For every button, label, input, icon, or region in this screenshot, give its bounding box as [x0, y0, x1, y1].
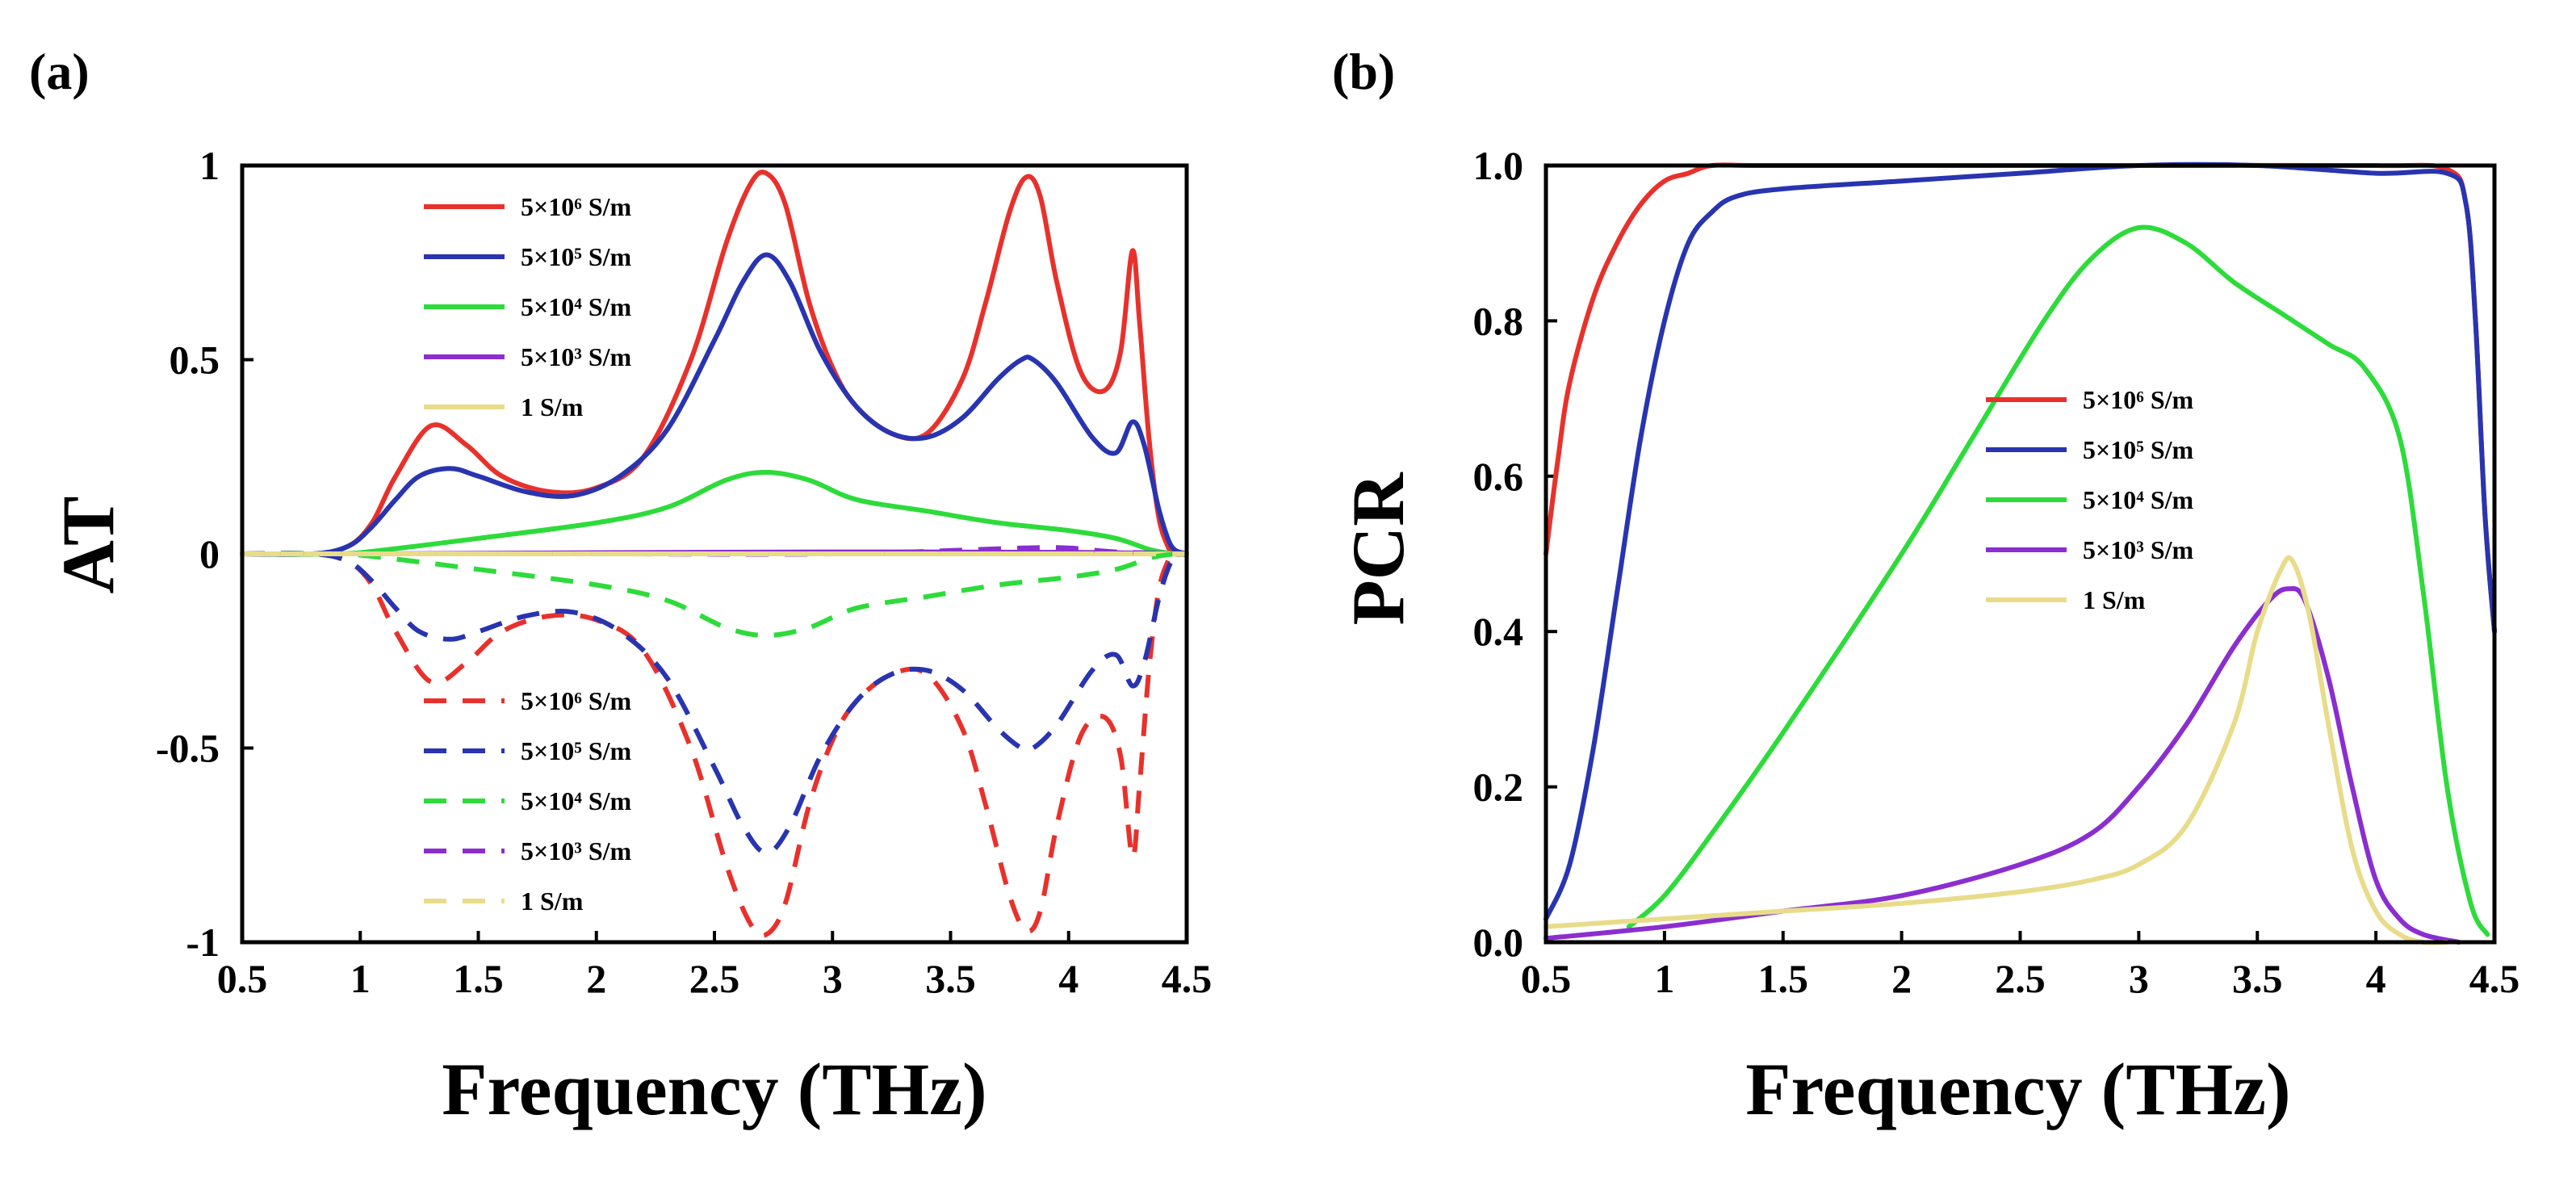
- a-legend-solid-label-1: 5×10⁵ S/m: [521, 242, 632, 271]
- a-xtick-label-0-5: 0.5: [217, 956, 268, 1001]
- panel-a-label: (a): [29, 43, 90, 100]
- a-ytick-label-0-5: 0.5: [170, 337, 220, 383]
- panel-b-legend: 5×10⁶ S/m 5×10⁵ S/m 5×10⁴ S/m 5×10³ S/m 1 S/…: [1986, 385, 2194, 614]
- a-legend-solid-label-0: 5×10⁶ S/m: [521, 192, 632, 221]
- a-ytick-label-1: 1: [199, 143, 220, 188]
- panel-a-ticks: 0.5 1 1.5 2 2.5 3 3.5 4 4.5 1 0.5 0 -0.5 -1: [156, 143, 1212, 1001]
- panel-a-legend: 5×10⁶ S/m 5×10⁵ S/m 5×10⁴ S/m 5×10³ S/m 1 S/…: [424, 192, 632, 916]
- b-xtick-label-4: 4: [2366, 956, 2386, 1001]
- b-series-5-10-s-m-solid-1: [1544, 161, 2497, 922]
- b-ytick-label-0-2: 0.2: [1473, 765, 1524, 810]
- b-xtick-label-3: 3: [2129, 956, 2149, 1001]
- a-series-5-10-s-m-solid-1: [240, 252, 1189, 557]
- b-xtick-label-3-5: 3.5: [2232, 956, 2283, 1001]
- b-xtick-label-1: 1: [1654, 956, 1674, 1001]
- panel-a-series: [240, 170, 1189, 938]
- a-series-5-10-s-m-solid-2: [240, 470, 1189, 557]
- a-ytick-label-1: -1: [186, 920, 220, 965]
- panel-a: (a) AT Frequency (THz) 0.5 1 1.5 2 2.5 3 3.5 4 4…: [29, 43, 1212, 1130]
- a-xtick-label-1-5: 1.5: [453, 956, 504, 1001]
- panel-a-xlabel: Frequency (THz): [442, 1048, 986, 1130]
- b-legend-solid-label-2: 5×10⁴ S/m: [2083, 485, 2194, 514]
- a-ytick-label-0-5: -0.5: [156, 726, 220, 771]
- a-xtick-label-1: 1: [350, 956, 371, 1001]
- a-ytick-label-0: 0: [199, 531, 220, 576]
- a-legend-dashed-label-0: 5×10⁶ S/m: [521, 686, 632, 715]
- a-legend-solid-label-3: 5×10³ S/m: [521, 342, 632, 371]
- b-legend-solid-label-3: 5×10³ S/m: [2083, 535, 2194, 564]
- a-legend-solid-label-4: 1 S/m: [521, 392, 584, 421]
- a-xtick-label-3: 3: [823, 956, 843, 1001]
- a-series-5-10-s-m-dashed-7: [241, 551, 1187, 638]
- a-series-5-10-s-m-dashed-5: [241, 551, 1187, 938]
- b-xtick-label-0-5: 0.5: [1521, 956, 1572, 1001]
- panel-b-label: (b): [1332, 43, 1395, 100]
- a-legend-dashed-label-3: 5×10³ S/m: [521, 836, 632, 866]
- b-legend-solid-label-0: 5×10⁶ S/m: [2083, 385, 2194, 414]
- panel-b-ylabel: PCR: [1337, 472, 1419, 626]
- a-xtick-label-3-5: 3.5: [925, 956, 976, 1001]
- b-xtick-label-2-5: 2.5: [1995, 956, 2046, 1001]
- b-legend-solid-label-1: 5×10⁵ S/m: [2083, 435, 2194, 464]
- b-ytick-label-1-0: 1.0: [1473, 143, 1524, 188]
- panel-b-series: [1544, 161, 2497, 945]
- b-ytick-label-0-4: 0.4: [1473, 609, 1524, 654]
- a-series-5-10-s-m-solid-0: [240, 170, 1189, 557]
- panel-b: (b) PCR Frequency (THz) 0.5 1 1.5 2 2.5 3 3.5 4…: [1332, 43, 2519, 1130]
- panel-a-plot-frame: [240, 163, 1189, 945]
- panel-b-ticks: 0.5 1 1.5 2 2.5 3 3.5 4 4.5 1.0 0.8 0.6 0.4 0.2 0.0: [1473, 143, 2520, 1001]
- b-xtick-label-4-5: 4.5: [2469, 956, 2520, 1001]
- b-series-5-10-s-m-solid-2: [1626, 224, 2490, 937]
- b-series-1-s-m-solid-4: [1544, 555, 2450, 945]
- b-ytick-label-0-8: 0.8: [1473, 298, 1524, 343]
- b-ytick-label-0-0: 0.0: [1473, 920, 1524, 965]
- a-legend-dashed-label-1: 5×10⁵ S/m: [521, 736, 632, 765]
- b-xtick-label-1-5: 1.5: [1758, 956, 1809, 1001]
- a-xtick-label-2-5: 2.5: [689, 956, 740, 1001]
- a-xtick-label-4-5: 4.5: [1162, 956, 1213, 1001]
- b-series-5-10-s-m-solid-3: [1544, 585, 2461, 945]
- a-legend-dashed-label-2: 5×10⁴ S/m: [521, 786, 632, 815]
- b-ytick-label-0-6: 0.6: [1473, 454, 1524, 499]
- a-xtick-label-2: 2: [586, 956, 606, 1001]
- a-legend-dashed-label-4: 1 S/m: [521, 886, 584, 916]
- a-xtick-label-4: 4: [1058, 956, 1079, 1001]
- a-series-5-10-s-m-dashed-6: [241, 551, 1187, 856]
- b-xtick-label-2: 2: [1891, 956, 1912, 1001]
- a-legend-solid-label-2: 5×10⁴ S/m: [521, 292, 632, 321]
- b-legend-solid-label-4: 1 S/m: [2083, 585, 2146, 614]
- panel-b-plot-frame: [1544, 163, 2497, 945]
- panel-a-ylabel: AT: [47, 497, 129, 594]
- panel-b-xlabel: Frequency (THz): [1745, 1048, 2290, 1130]
